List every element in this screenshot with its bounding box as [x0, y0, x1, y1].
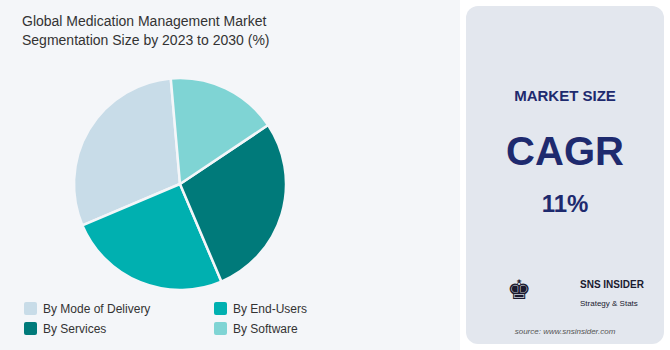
legend: By Mode of Delivery By End-Users By Servic…	[24, 302, 307, 336]
logo-symbol: ♚	[507, 274, 531, 305]
legend-swatch	[214, 302, 227, 315]
cagr-value: 11%	[542, 190, 589, 217]
brand-label: SNS INSIDER	[580, 279, 645, 290]
legend-swatch	[24, 322, 37, 335]
cagr-label: CAGR	[506, 129, 624, 173]
chart: Global Medication Management MarketSegme…	[0, 0, 670, 350]
legend-label: By Mode of Delivery	[43, 302, 150, 316]
right-panel	[466, 6, 664, 344]
legend-swatch	[214, 322, 227, 335]
pie-slice	[171, 78, 268, 184]
brand-sublabel: Strategy & Stats	[580, 299, 638, 308]
legend-label: By Services	[43, 322, 106, 336]
market-size-label: MARKET SIZE	[514, 87, 616, 104]
title: Global Medication Management MarketSegme…	[22, 13, 270, 48]
left-panel	[0, 0, 460, 350]
legend-label: By End-Users	[233, 302, 307, 316]
pie	[74, 78, 286, 290]
legend-label: By Software	[233, 322, 298, 336]
legend-swatch	[24, 302, 37, 315]
source-note: source: www.snsinsider.com	[515, 327, 616, 336]
